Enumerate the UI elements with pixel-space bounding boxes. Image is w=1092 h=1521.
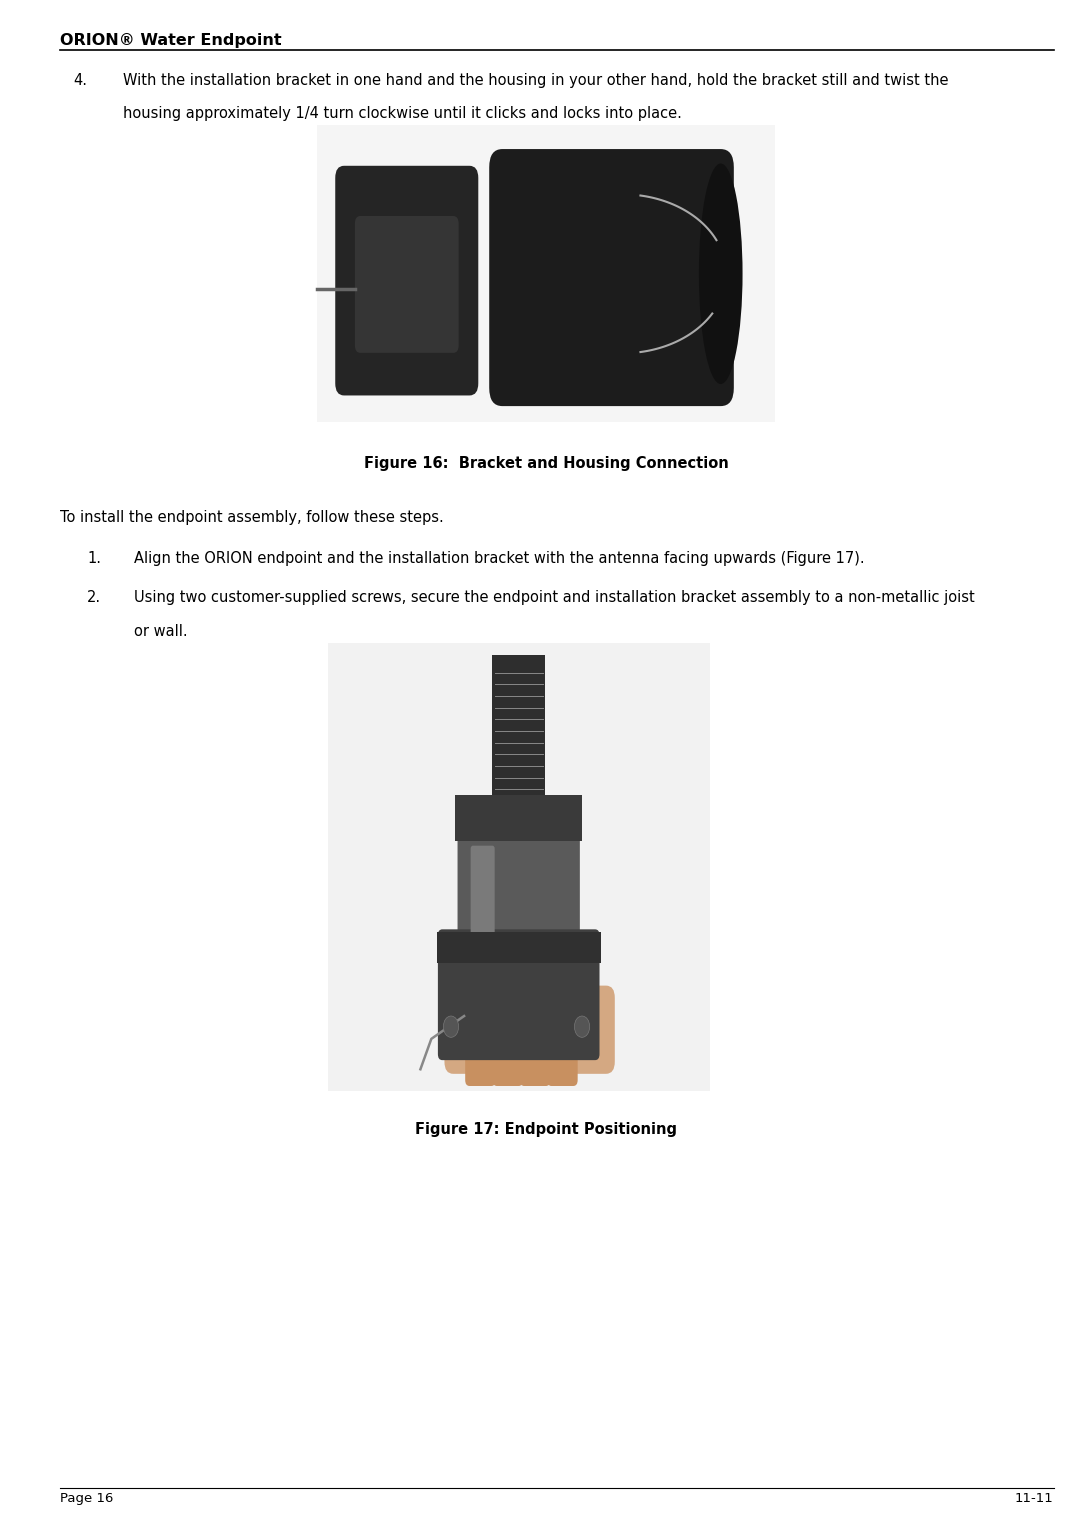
Text: housing approximately 1/4 turn clockwise until it clicks and locks into place.: housing approximately 1/4 turn clockwise… (123, 106, 682, 122)
FancyBboxPatch shape (355, 216, 459, 353)
FancyBboxPatch shape (317, 126, 775, 423)
Text: Using two customer-supplied screws, secure the endpoint and installation bracket: Using two customer-supplied screws, secu… (134, 590, 975, 605)
Text: or wall.: or wall. (134, 624, 188, 639)
FancyBboxPatch shape (471, 846, 495, 938)
Text: 2.: 2. (87, 590, 102, 605)
FancyBboxPatch shape (547, 1051, 578, 1086)
FancyBboxPatch shape (465, 1051, 496, 1086)
Text: Align the ORION endpoint and the installation bracket with the antenna facing up: Align the ORION endpoint and the install… (134, 551, 865, 566)
Text: Figure 16:  Bracket and Housing Connection: Figure 16: Bracket and Housing Connectio… (364, 456, 728, 470)
Text: 4.: 4. (73, 73, 87, 88)
Circle shape (574, 1016, 590, 1037)
Text: With the installation bracket in one hand and the housing in your other hand, ho: With the installation bracket in one han… (123, 73, 949, 88)
FancyBboxPatch shape (335, 166, 478, 395)
FancyBboxPatch shape (455, 795, 582, 841)
Text: Page 16: Page 16 (60, 1492, 114, 1506)
Text: To install the endpoint assembly, follow these steps.: To install the endpoint assembly, follow… (60, 510, 443, 525)
FancyBboxPatch shape (458, 824, 580, 960)
FancyBboxPatch shape (520, 1051, 550, 1086)
FancyBboxPatch shape (492, 654, 545, 837)
Text: 1.: 1. (87, 551, 102, 566)
FancyBboxPatch shape (328, 643, 710, 1092)
FancyBboxPatch shape (438, 929, 600, 1060)
FancyBboxPatch shape (492, 1051, 523, 1086)
FancyBboxPatch shape (489, 149, 734, 406)
Circle shape (443, 1016, 459, 1037)
FancyBboxPatch shape (437, 932, 601, 963)
Text: Figure 17: Endpoint Positioning: Figure 17: Endpoint Positioning (415, 1122, 677, 1136)
Ellipse shape (699, 163, 743, 383)
Text: ORION® Water Endpoint: ORION® Water Endpoint (60, 33, 282, 49)
FancyBboxPatch shape (444, 986, 615, 1074)
Text: 11-11: 11-11 (1016, 1492, 1054, 1506)
